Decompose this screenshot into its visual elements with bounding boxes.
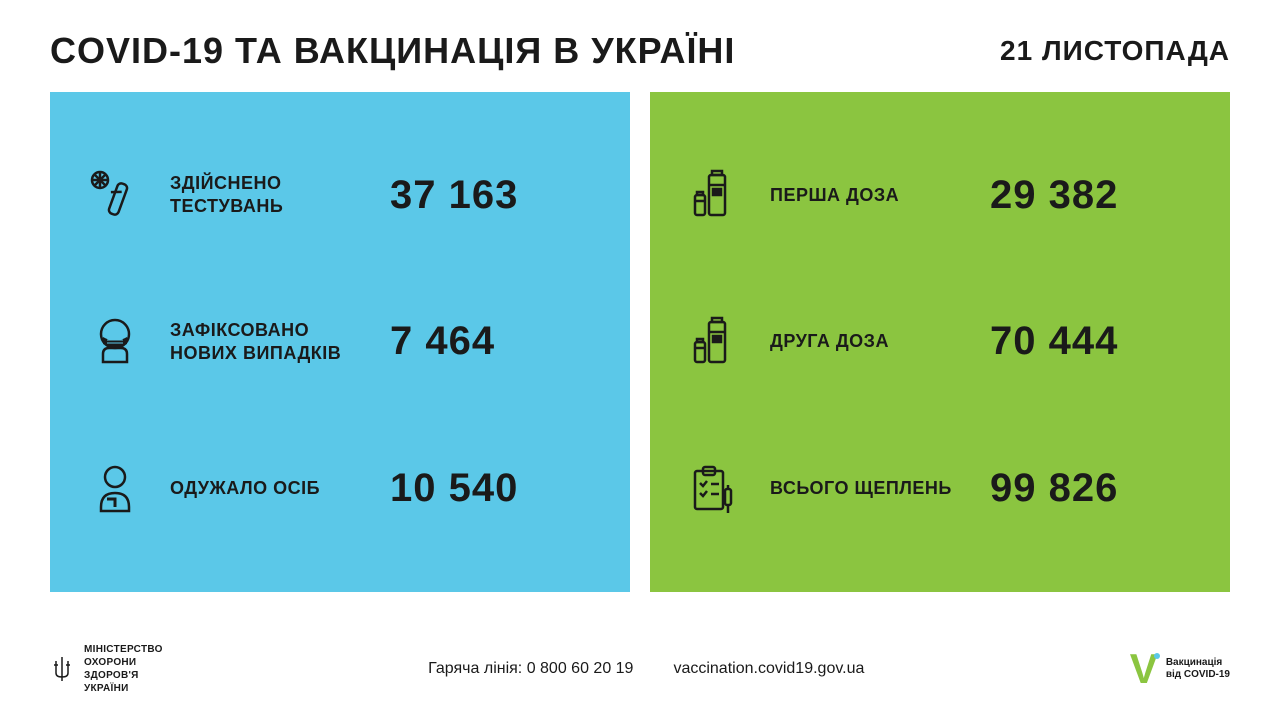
- recovered-icon: [80, 459, 150, 519]
- stat-label: ОДУЖАЛО ОСІБ: [170, 477, 370, 500]
- clipboard-icon: [680, 459, 750, 519]
- stat-value: 29 382: [990, 173, 1118, 218]
- stat-label: ЗАФІКСОВАНО НОВИХ ВИПАДКІВ: [170, 319, 370, 366]
- stat-value: 70 444: [990, 319, 1118, 364]
- stat-row-dose2: ДРУГА ДОЗА 70 444: [680, 312, 1200, 372]
- header: COVID-19 ТА ВАКЦИНАЦІЯ В УКРАЇНІ 21 ЛИСТ…: [0, 0, 1280, 92]
- stat-value: 37 163: [390, 173, 518, 218]
- stat-row-tests: ЗДІЙСНЕНО ТЕСТУВАНЬ 37 163: [80, 165, 600, 225]
- stat-label: ЗДІЙСНЕНО ТЕСТУВАНЬ: [170, 172, 370, 219]
- mask-icon: [80, 312, 150, 372]
- stat-label: ДРУГА ДОЗА: [770, 330, 970, 353]
- stat-value: 10 540: [390, 466, 518, 511]
- stat-row-dose1: ПЕРША ДОЗА 29 382: [680, 165, 1200, 225]
- vials-icon: [680, 312, 750, 372]
- vacc-v-icon: V: [1130, 645, 1158, 693]
- stat-value: 99 826: [990, 466, 1118, 511]
- stat-panels: ЗДІЙСНЕНО ТЕСТУВАНЬ 37 163 ЗАФІКСОВАНО Н…: [0, 92, 1280, 592]
- stat-row-total: ВСЬОГО ЩЕПЛЕНЬ 99 826: [680, 459, 1200, 519]
- stat-row-cases: ЗАФІКСОВАНО НОВИХ ВИПАДКІВ 7 464: [80, 312, 600, 372]
- test-icon: [80, 165, 150, 225]
- footer-center: Гаряча лінія: 0 800 60 20 19 vaccination…: [428, 660, 864, 678]
- stat-label: ПЕРША ДОЗА: [770, 184, 970, 207]
- stat-value: 7 464: [390, 319, 495, 364]
- vaccination-logo: V Вакцинаціявід COVID-19: [1130, 645, 1230, 693]
- website-text: vaccination.covid19.gov.ua: [673, 660, 864, 678]
- footer: МІНІСТЕРСТВООХОРОНИЗДОРОВ'ЯУКРАЇНИ Гаряч…: [0, 628, 1280, 720]
- ministry-text: МІНІСТЕРСТВООХОРОНИЗДОРОВ'ЯУКРАЇНИ: [84, 643, 163, 695]
- vaccination-stats-panel: ПЕРША ДОЗА 29 382 ДРУГА ДОЗА 70 444: [650, 92, 1230, 592]
- hotline-text: Гаряча лінія: 0 800 60 20 19: [428, 660, 633, 678]
- stat-label: ВСЬОГО ЩЕПЛЕНЬ: [770, 477, 970, 500]
- trident-icon: [50, 655, 74, 683]
- date-label: 21 ЛИСТОПАДА: [1000, 35, 1230, 67]
- page-title: COVID-19 ТА ВАКЦИНАЦІЯ В УКРАЇНІ: [50, 30, 735, 72]
- covid-stats-panel: ЗДІЙСНЕНО ТЕСТУВАНЬ 37 163 ЗАФІКСОВАНО Н…: [50, 92, 630, 592]
- stat-row-recovered: ОДУЖАЛО ОСІБ 10 540: [80, 459, 600, 519]
- vials-icon: [680, 165, 750, 225]
- ministry-logo: МІНІСТЕРСТВООХОРОНИЗДОРОВ'ЯУКРАЇНИ: [50, 643, 163, 695]
- vacc-logo-text: Вакцинаціявід COVID-19: [1166, 657, 1230, 681]
